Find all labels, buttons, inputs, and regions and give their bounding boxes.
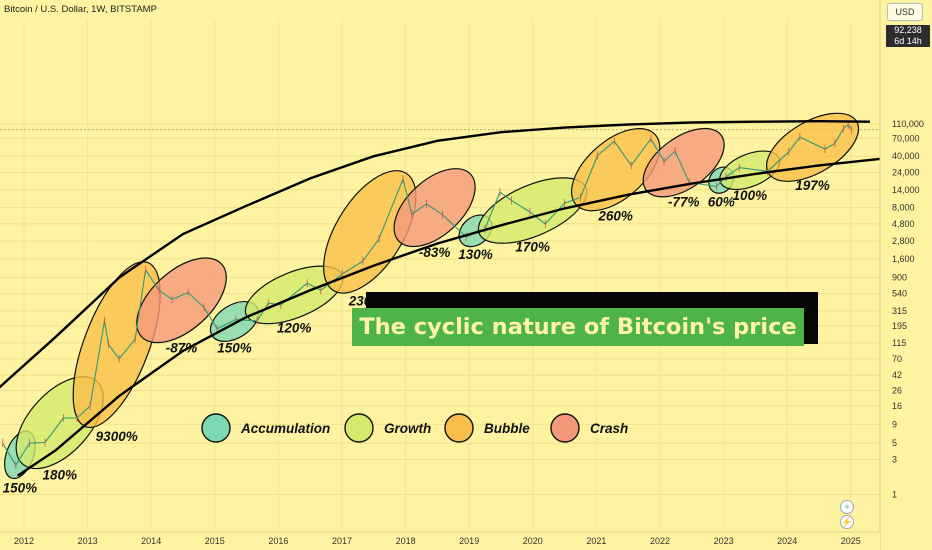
legend-item: Accumulation [201,413,330,443]
phase-change-label: 130% [458,247,493,262]
y-tick-label: 42 [892,370,902,380]
x-tick-label: 2019 [459,536,479,546]
phase-ellipse-bubble [72,261,161,429]
legend-swatch-crash [550,413,580,443]
y-tick-label: 3 [892,454,897,464]
x-tick-label: 2021 [586,536,606,546]
legend-label: Accumulation [240,421,330,436]
y-tick-label: 9 [892,419,897,429]
x-tick-label: 2016 [268,536,288,546]
y-tick-label: 2,800 [892,236,915,246]
legend-swatch-accumulation [201,413,231,443]
phase-change-label: 100% [733,188,768,203]
y-tick-label: 4,800 [892,219,915,229]
phase-change-label: 60% [708,195,735,210]
price-axis-panel [880,0,932,550]
phase-ellipse-bubble [323,170,417,294]
phase-change-label: 170% [515,239,550,254]
last-price-value: 92,238 [894,25,922,35]
phase-ellipse-crash [136,257,227,344]
y-tick-label: 315 [892,306,907,316]
y-tick-label: 5 [892,438,897,448]
y-tick-label: 115 [892,338,906,348]
symbol-title: Bitcoin / U.S. Dollar, 1W, BITSTAMP [4,4,157,15]
time-axis-panel [0,532,880,550]
x-tick-label: 2012 [14,536,34,546]
lower-channel-curve [16,156,890,477]
x-tick-label: 2023 [714,536,734,546]
x-tick-label: 2020 [523,536,543,546]
phase-change-label: 150% [217,340,252,355]
y-tick-label: 70,000 [892,133,920,143]
phase-change-label: 180% [42,467,77,482]
y-tick-label: 26 [892,385,902,395]
x-tick-label: 2022 [650,536,670,546]
x-tick-label: 2025 [841,536,861,546]
y-tick-label: 8,000 [892,203,915,213]
legend-label: Growth [384,421,431,436]
y-tick-label: 110,000 [892,119,924,129]
x-tick-label: 2017 [332,536,352,546]
phase-change-label: 260% [597,209,633,224]
phase-change-label: 120% [277,320,312,335]
phase-change-label: -87% [166,340,198,355]
phase-change-label: 197% [795,178,830,193]
phase-change-label: -83% [419,245,451,260]
phase-change-label: -77% [668,195,700,210]
y-tick-label: 195 [892,321,907,331]
add-alert-icon[interactable]: + [840,500,854,514]
phase-change-label: 9300% [96,429,138,444]
y-tick-label: 1,600 [892,254,915,264]
y-tick-label: 24,000 [892,168,920,178]
legend-label: Crash [590,421,628,436]
upper-channel-curve [0,119,870,389]
x-tick-label: 2018 [396,536,416,546]
legend-item: Crash [550,413,628,443]
y-tick-label: 1 [892,490,897,500]
y-tick-label: 14,000 [892,185,920,195]
lightning-icon[interactable]: ⚡ [840,515,854,529]
x-tick-label: 2015 [205,536,225,546]
legend-label: Bubble [484,421,530,436]
y-tick-label: 70 [892,354,902,364]
phase-change-label: 150% [3,480,38,495]
y-tick-label: 540 [892,289,907,299]
title-banner: The cyclic nature of Bitcoin's price [352,308,804,346]
currency-button[interactable]: USD [887,3,923,21]
legend-swatch-bubble [444,413,474,443]
phase-ellipse-bubble [570,128,661,212]
legend-item: Bubble [444,413,530,443]
y-tick-label: 900 [892,272,907,282]
last-price-tag: 92,238 6d 14h [886,25,930,47]
legend-item: Growth [344,413,431,443]
x-tick-label: 2014 [141,536,161,546]
y-tick-label: 40,000 [892,151,920,161]
bar-countdown: 6d 14h [894,36,922,46]
x-tick-label: 2013 [78,536,98,546]
x-tick-label: 2024 [777,536,797,546]
phase-ellipse-crash [393,168,476,248]
legend-swatch-growth [344,413,374,443]
y-tick-label: 16 [892,401,902,411]
